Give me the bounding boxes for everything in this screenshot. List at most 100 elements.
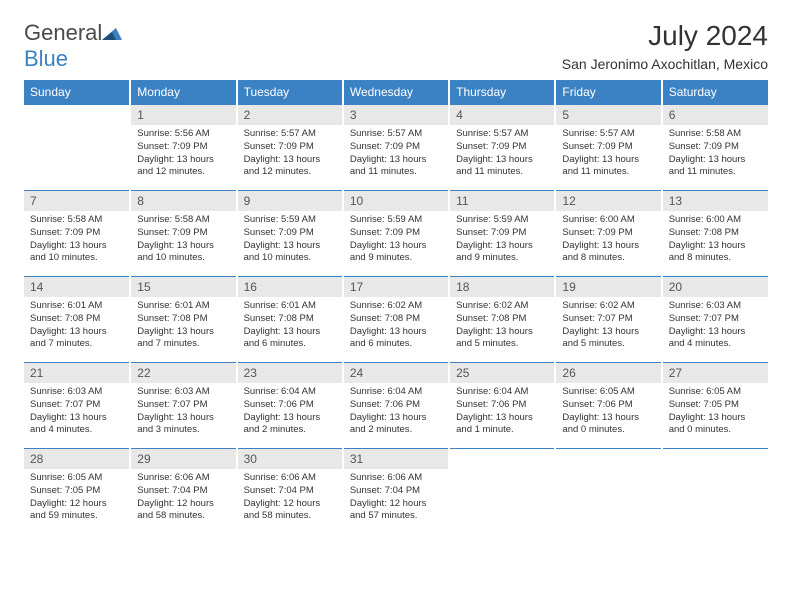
sunset-text: Sunset: 7:09 PM	[244, 141, 336, 154]
day-cell: 20 Sunrise: 6:03 AMSunset: 7:07 PMDayligh…	[662, 277, 768, 363]
day-number: 18	[450, 277, 554, 297]
day-cell: 6Sunrise: 5:58 AMSunset: 7:09 PMDaylight…	[662, 105, 768, 191]
sunrise-text: Sunrise: 6:06 AM	[350, 472, 442, 485]
sunrise-text: Sunrise: 6:00 AM	[562, 214, 654, 227]
day-cell: 30Sunrise: 6:06 AMSunset: 7:04 PMDayligh…	[237, 449, 343, 535]
sunset-text: Sunset: 7:06 PM	[350, 399, 442, 412]
day-body: Sunrise: 5:58 AMSunset: 7:09 PMDaylight:…	[663, 125, 768, 182]
day-number: 2	[238, 105, 342, 125]
day-number	[24, 105, 129, 125]
sunrise-text: Sunrise: 5:59 AM	[456, 214, 548, 227]
day-header: Sunday	[24, 80, 130, 105]
sunset-text: Sunset: 7:06 PM	[244, 399, 336, 412]
day-number: 13	[663, 191, 768, 211]
day-header: Monday	[130, 80, 236, 105]
day-body: Sunrise: 6:04 AMSunset: 7:06 PMDaylight:…	[344, 383, 448, 440]
sunrise-text: Sunrise: 5:59 AM	[350, 214, 442, 227]
sunrise-text: Sunrise: 6:01 AM	[137, 300, 229, 313]
day-number: 17	[344, 277, 448, 297]
sunrise-text: Sunrise: 6:05 AM	[562, 386, 654, 399]
daylight-text: Daylight: 13 hours and 12 minutes.	[244, 154, 336, 180]
sunrise-text: Sunrise: 6:03 AM	[137, 386, 229, 399]
day-body: Sunrise: 5:58 AMSunset: 7:09 PMDaylight:…	[131, 211, 235, 268]
week-row: 1Sunrise: 5:56 AMSunset: 7:09 PMDaylight…	[24, 105, 768, 191]
day-body: Sunrise: 5:58 AMSunset: 7:09 PMDaylight:…	[24, 211, 129, 268]
day-cell: 25Sunrise: 6:04 AMSunset: 7:06 PMDayligh…	[449, 363, 555, 449]
daylight-text: Daylight: 12 hours and 58 minutes.	[244, 498, 336, 524]
sunrise-text: Sunrise: 6:03 AM	[669, 300, 762, 313]
sunrise-text: Sunrise: 5:59 AM	[244, 214, 336, 227]
day-body: Sunrise: 6:03 AMSunset: 7:07 PMDaylight:…	[24, 383, 129, 440]
day-cell: 14Sunrise: 6:01 AMSunset: 7:08 PMDayligh…	[24, 277, 130, 363]
day-cell: 2Sunrise: 5:57 AMSunset: 7:09 PMDaylight…	[237, 105, 343, 191]
day-number: 31	[344, 449, 448, 469]
day-cell	[662, 449, 768, 535]
sunset-text: Sunset: 7:08 PM	[669, 227, 762, 240]
day-cell: 9Sunrise: 5:59 AMSunset: 7:09 PMDaylight…	[237, 191, 343, 277]
day-cell: 17Sunrise: 6:02 AMSunset: 7:08 PMDayligh…	[343, 277, 449, 363]
day-cell	[555, 449, 661, 535]
sunset-text: Sunset: 7:09 PM	[350, 227, 442, 240]
month-title: July 2024	[562, 20, 768, 52]
sunrise-text: Sunrise: 6:04 AM	[244, 386, 336, 399]
day-body: Sunrise: 5:57 AMSunset: 7:09 PMDaylight:…	[450, 125, 554, 182]
day-cell: 23Sunrise: 6:04 AMSunset: 7:06 PMDayligh…	[237, 363, 343, 449]
sunset-text: Sunset: 7:08 PM	[137, 313, 229, 326]
sunset-text: Sunset: 7:09 PM	[137, 141, 229, 154]
sunrise-text: Sunrise: 6:02 AM	[562, 300, 654, 313]
day-number: 6	[663, 105, 768, 125]
day-cell: 16Sunrise: 6:01 AMSunset: 7:08 PMDayligh…	[237, 277, 343, 363]
sunrise-text: Sunrise: 6:06 AM	[137, 472, 229, 485]
day-body: Sunrise: 6:05 AMSunset: 7:05 PMDaylight:…	[24, 469, 129, 526]
day-cell: 18Sunrise: 6:02 AMSunset: 7:08 PMDayligh…	[449, 277, 555, 363]
daylight-text: Daylight: 12 hours and 58 minutes.	[137, 498, 229, 524]
day-body: Sunrise: 6:05 AMSunset: 7:05 PMDaylight:…	[663, 383, 768, 440]
day-number: 25	[450, 363, 554, 383]
day-number: 24	[344, 363, 448, 383]
day-number	[663, 449, 768, 469]
day-number: 7	[24, 191, 129, 211]
sunset-text: Sunset: 7:07 PM	[669, 313, 762, 326]
sunset-text: Sunset: 7:09 PM	[562, 141, 654, 154]
logo-text-blue: Blue	[24, 46, 68, 71]
daylight-text: Daylight: 13 hours and 4 minutes.	[669, 326, 762, 352]
logo-text-general: General	[24, 20, 102, 45]
logo: General Blue	[24, 20, 122, 72]
day-number: 12	[556, 191, 660, 211]
day-number: 29	[131, 449, 235, 469]
daylight-text: Daylight: 13 hours and 7 minutes.	[30, 326, 123, 352]
daylight-text: Daylight: 13 hours and 10 minutes.	[137, 240, 229, 266]
day-cell: 15Sunrise: 6:01 AMSunset: 7:08 PMDayligh…	[130, 277, 236, 363]
day-body: Sunrise: 6:02 AMSunset: 7:07 PMDaylight:…	[556, 297, 660, 354]
day-cell: 3Sunrise: 5:57 AMSunset: 7:09 PMDaylight…	[343, 105, 449, 191]
day-cell: 1Sunrise: 5:56 AMSunset: 7:09 PMDaylight…	[130, 105, 236, 191]
daylight-text: Daylight: 13 hours and 4 minutes.	[30, 412, 123, 438]
day-number: 3	[344, 105, 448, 125]
day-number: 1	[131, 105, 235, 125]
daylight-text: Daylight: 13 hours and 6 minutes.	[350, 326, 442, 352]
sunset-text: Sunset: 7:08 PM	[30, 313, 123, 326]
sunset-text: Sunset: 7:04 PM	[137, 485, 229, 498]
sunrise-text: Sunrise: 5:57 AM	[562, 128, 654, 141]
day-cell: 19Sunrise: 6:02 AMSunset: 7:07 PMDayligh…	[555, 277, 661, 363]
day-body: Sunrise: 5:56 AMSunset: 7:09 PMDaylight:…	[131, 125, 235, 182]
day-header: Friday	[555, 80, 661, 105]
day-cell: 31Sunrise: 6:06 AMSunset: 7:04 PMDayligh…	[343, 449, 449, 535]
sunset-text: Sunset: 7:09 PM	[456, 227, 548, 240]
location: San Jeronimo Axochitlan, Mexico	[562, 56, 768, 72]
day-number: 16	[238, 277, 342, 297]
sunrise-text: Sunrise: 6:01 AM	[244, 300, 336, 313]
daylight-text: Daylight: 13 hours and 11 minutes.	[562, 154, 654, 180]
day-cell: 29 Sunrise: 6:06 AMSunset: 7:04 PMDayligh…	[130, 449, 236, 535]
day-number: 21	[24, 363, 129, 383]
daylight-text: Daylight: 13 hours and 10 minutes.	[244, 240, 336, 266]
sunset-text: Sunset: 7:06 PM	[562, 399, 654, 412]
sunset-text: Sunset: 7:08 PM	[350, 313, 442, 326]
day-cell: 13Sunrise: 6:00 AMSunset: 7:08 PMDayligh…	[662, 191, 768, 277]
daylight-text: Daylight: 13 hours and 11 minutes.	[669, 154, 762, 180]
sunrise-text: Sunrise: 6:03 AM	[30, 386, 123, 399]
daylight-text: Daylight: 13 hours and 0 minutes.	[562, 412, 654, 438]
day-number: 20	[663, 277, 768, 297]
sunset-text: Sunset: 7:05 PM	[30, 485, 123, 498]
day-body: Sunrise: 5:57 AMSunset: 7:09 PMDaylight:…	[238, 125, 342, 182]
